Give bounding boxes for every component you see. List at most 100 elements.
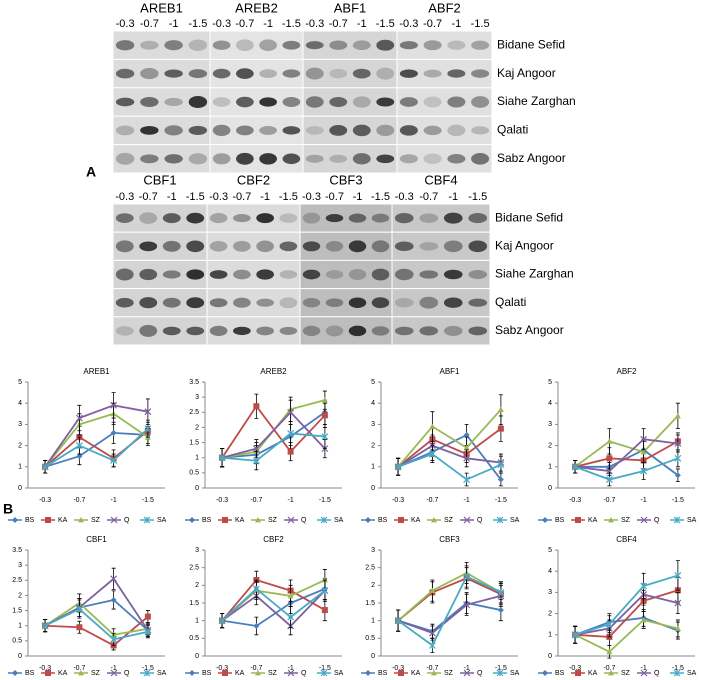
gel-band [282, 40, 301, 50]
row-label: Qalati [497, 123, 528, 137]
legend-marker [110, 516, 118, 524]
marker [321, 433, 329, 440]
marker [429, 423, 436, 429]
gel-band [282, 126, 301, 135]
gel-band [279, 270, 298, 279]
gel-band [376, 67, 395, 80]
error-cap [254, 393, 259, 419]
marker [605, 476, 613, 483]
marker [253, 622, 260, 629]
legend-label: BS [202, 517, 212, 524]
gel-band [140, 154, 159, 164]
gel-band [115, 297, 134, 308]
legend-label: BS [25, 517, 35, 524]
gel-band [325, 241, 344, 252]
marker [321, 412, 328, 419]
x-tick-label: -0.3 [392, 665, 404, 672]
gel-band [471, 40, 490, 50]
row-label: Siahe Zarghan [495, 267, 574, 281]
lane-label: -0.3 [399, 18, 418, 30]
lane-label: -1.5 [186, 191, 205, 203]
error-cap [288, 606, 293, 629]
gel-band [371, 297, 390, 309]
legend-label: KA [235, 670, 245, 677]
gel-band [188, 125, 208, 135]
y-tick-label: 1 [18, 464, 22, 471]
x-tick-label: -1 [641, 665, 647, 672]
series-line [44, 607, 149, 641]
legend-marker [673, 669, 681, 677]
chart: AREB1 0 1 2 3 4 5 -0.3 -0.7 -1 -1.5 BS KA SZ Q SA [8, 367, 167, 524]
legend-marker [45, 517, 51, 523]
series-line [221, 578, 326, 622]
chart-title: CBF1 [86, 535, 107, 544]
error-cap [641, 611, 646, 629]
legend-label: KA [58, 517, 68, 524]
series-line [397, 444, 501, 468]
error-cap [111, 392, 116, 419]
legend-marker [255, 517, 261, 523]
gel-band [419, 326, 439, 336]
series-line [574, 618, 679, 653]
gel-band [236, 39, 254, 52]
error-cap [111, 567, 116, 590]
error-cap [43, 619, 48, 633]
marker [640, 616, 647, 623]
x-tick-label: -0.7 [426, 497, 438, 504]
series-line [44, 431, 148, 468]
marker [218, 454, 226, 462]
lane-label: -1 [451, 18, 461, 30]
error-cap [288, 420, 293, 446]
legend-label: KA [58, 670, 68, 677]
gel-band [394, 241, 414, 252]
lane-label: -0.7 [419, 191, 438, 203]
gel-band [325, 325, 344, 337]
marker [463, 476, 471, 483]
series-line [222, 432, 325, 462]
error-cap [675, 468, 680, 483]
y-tick-label: 2 [371, 442, 375, 449]
gel-band [209, 325, 228, 337]
legend-marker [365, 517, 371, 523]
marker [571, 631, 579, 639]
marker [253, 403, 260, 410]
legend-marker [496, 669, 504, 677]
gel-band [302, 241, 321, 252]
gel-band [256, 326, 274, 336]
gel-band [329, 97, 348, 107]
legend-label: Q [124, 517, 130, 524]
y-tick-label: 1 [195, 455, 199, 462]
gel-band [376, 39, 395, 51]
gel-band [259, 153, 277, 165]
gel-band [443, 240, 463, 253]
y-tick-label: 2 [548, 442, 552, 449]
legend-marker [640, 516, 648, 524]
gel-band [259, 39, 277, 51]
x-tick-label: -1 [111, 497, 117, 504]
legend-marker [143, 669, 151, 677]
error-cap [573, 460, 578, 474]
gel-band [348, 213, 367, 223]
lane-label: -0.3 [305, 18, 324, 30]
marker [287, 448, 294, 455]
legend-marker [608, 517, 614, 523]
chart-title: AREB1 [83, 367, 110, 376]
marker [674, 472, 681, 479]
gel-band [279, 326, 298, 335]
gel-band [325, 270, 344, 279]
y-tick-label: 2 [195, 424, 199, 431]
gel-band [352, 153, 371, 165]
error-cap [77, 620, 82, 634]
y-tick-label: 2 [18, 442, 22, 449]
gel-band [186, 297, 205, 309]
gel-band [162, 240, 181, 252]
gel-band [468, 298, 488, 307]
error-cap [322, 390, 327, 410]
error-cap [145, 419, 150, 438]
legend-marker [431, 670, 437, 676]
y-tick-label: 4 [548, 568, 552, 575]
x-tick-label: -0.3 [569, 665, 581, 672]
x-tick-label: -0.7 [426, 665, 438, 672]
gel-band [423, 40, 442, 51]
